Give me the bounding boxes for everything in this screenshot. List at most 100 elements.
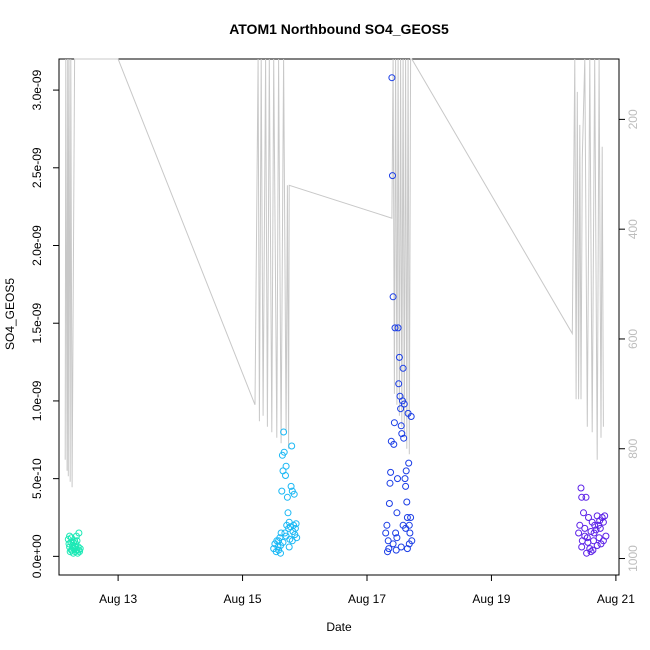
data-point-series-3 <box>389 293 397 301</box>
data-point-series-3 <box>402 482 410 490</box>
plot-frame <box>58 58 620 576</box>
data-point-series-4 <box>582 493 590 501</box>
data-point-series-3 <box>391 324 399 332</box>
data-point-series-4 <box>601 512 609 520</box>
data-point-series-4 <box>578 543 586 551</box>
data-point-series-3 <box>390 440 398 448</box>
data-point-series-3 <box>392 546 400 554</box>
data-point-series-3 <box>382 529 390 537</box>
data-point-series-4 <box>576 521 584 529</box>
data-point-series-3 <box>393 509 401 517</box>
data-point-series-3 <box>383 521 391 529</box>
y2-tick-label: 600 <box>626 329 640 349</box>
data-point-series-2 <box>284 509 292 517</box>
data-point-series-4 <box>585 514 592 521</box>
data-point-series-3 <box>394 324 402 332</box>
y-tick-label: 1.0e-09 <box>30 380 44 421</box>
data-point-series-3 <box>403 498 411 506</box>
data-point-series-1 <box>66 532 74 540</box>
data-point-series-4 <box>587 548 595 556</box>
data-point-series-3 <box>385 545 393 553</box>
data-point-series-2 <box>276 534 284 542</box>
y-tick-label: 2.0e-09 <box>30 225 44 266</box>
data-point-series-3 <box>395 380 403 388</box>
data-point-series-2 <box>290 490 298 498</box>
data-point-series-3 <box>403 514 411 521</box>
data-point-series-1 <box>75 546 83 554</box>
data-point-series-4 <box>577 484 585 492</box>
data-point-series-2 <box>283 493 291 501</box>
data-point-series-4 <box>581 532 589 540</box>
data-point-series-3 <box>407 514 415 521</box>
data-point-series-4 <box>578 493 586 501</box>
y2-tick-label: 400 <box>626 219 640 239</box>
data-point-series-2 <box>279 538 287 546</box>
data-point-series-4 <box>575 529 583 537</box>
data-point-series-3 <box>397 422 405 430</box>
data-point-series-2 <box>285 543 293 551</box>
data-point-series-2 <box>291 524 299 532</box>
data-point-series-3 <box>392 529 400 537</box>
data-point-series-3 <box>390 419 398 427</box>
data-point-series-4 <box>595 534 603 542</box>
data-point-series-3 <box>385 500 393 507</box>
data-point-series-4 <box>599 518 607 526</box>
data-point-series-2 <box>288 442 296 450</box>
data-point-series-3 <box>406 529 414 537</box>
x-tick-label: Aug 13 <box>99 592 137 606</box>
data-point-series-4 <box>589 546 597 554</box>
data-point-series-3 <box>399 521 407 529</box>
data-point-series-2 <box>277 549 284 557</box>
data-point-series-3 <box>395 353 403 361</box>
data-point-series-3 <box>398 430 406 438</box>
data-point-series-3 <box>405 459 413 467</box>
y-tick-label: 3.0e-09 <box>30 69 44 110</box>
axes-layer: Aug 13 Aug 15 Aug 17 Aug 19 Aug 21 0.0e+00 5.0… <box>30 69 640 606</box>
data-point-series-3 <box>405 540 413 548</box>
data-point-series-2 <box>280 428 288 436</box>
data-point-series-4 <box>581 524 589 532</box>
data-point-series-3 <box>389 540 397 548</box>
y2-tick-label: 200 <box>626 109 640 129</box>
data-point-series-2 <box>277 529 285 537</box>
data-point-series-3 <box>403 545 411 553</box>
data-point-series-3 <box>397 405 405 413</box>
data-point-series-3 <box>402 467 410 475</box>
data-point-series-4 <box>583 549 591 557</box>
data-point-series-3 <box>389 172 396 180</box>
data-point-series-4 <box>591 521 599 529</box>
pressure-trace-layer <box>64 58 604 488</box>
data-point-series-2 <box>292 520 300 528</box>
y-tick-label: 1.5e-09 <box>30 303 44 344</box>
data-point-series-3 <box>384 537 392 545</box>
chart-title: ATOM1 Northbound SO4_GEOS5 <box>229 21 449 37</box>
data-point-series-1 <box>65 540 73 548</box>
y-tick-label: 2.5e-09 <box>30 147 44 188</box>
data-point-series-1 <box>75 529 83 537</box>
data-point-series-3 <box>393 534 401 542</box>
data-point-series-3 <box>397 543 405 551</box>
data-point-series-3 <box>399 364 407 372</box>
pressure-trace-line <box>64 58 604 488</box>
data-point-series-2 <box>282 532 290 540</box>
data-point-series-4 <box>580 509 587 517</box>
data-point-series-1 <box>76 545 84 553</box>
x-tick-label: Aug 19 <box>472 592 510 606</box>
data-point-series-1 <box>69 538 77 546</box>
points-layer <box>64 74 610 557</box>
data-point-series-2 <box>288 537 296 545</box>
data-point-series-2 <box>280 448 288 456</box>
data-point-series-3 <box>388 74 396 82</box>
data-point-series-4 <box>584 538 592 546</box>
x-tick-label: Aug 21 <box>597 592 635 606</box>
data-point-series-3 <box>384 548 391 556</box>
data-point-series-3 <box>394 475 401 483</box>
y2-tick-label: 1000 <box>626 545 640 572</box>
data-point-series-4 <box>590 529 598 537</box>
data-point-series-2 <box>281 529 289 537</box>
data-point-series-3 <box>407 413 415 420</box>
y2-tick-label: 800 <box>626 438 640 458</box>
data-point-series-4 <box>593 542 601 549</box>
data-point-series-3 <box>400 434 408 442</box>
